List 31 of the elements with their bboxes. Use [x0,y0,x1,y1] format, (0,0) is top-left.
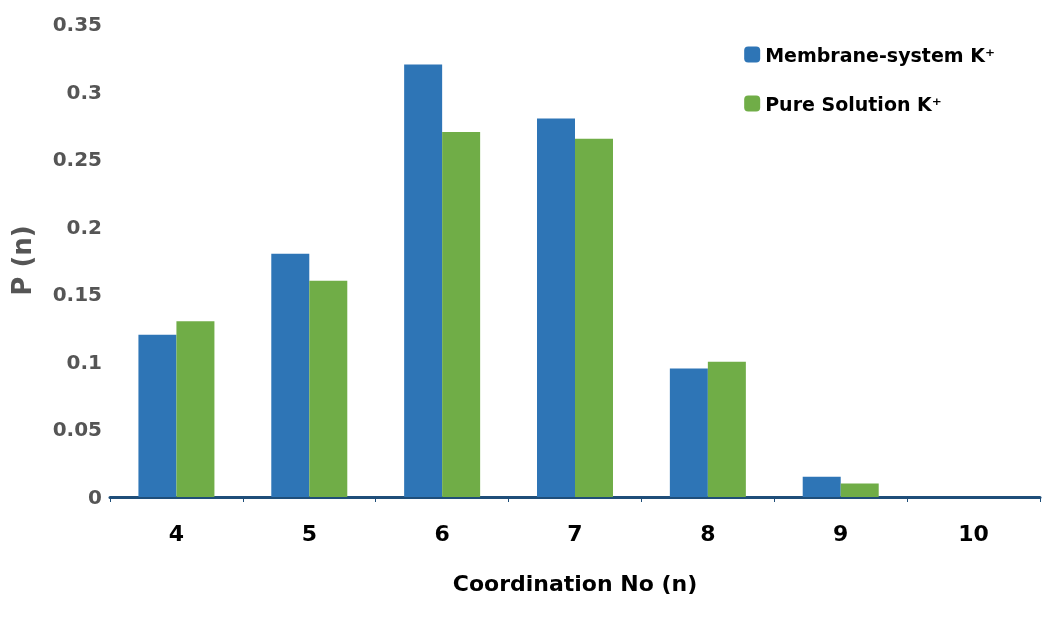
x-tick-label: 5 [301,520,317,546]
bar [138,334,177,497]
bar [669,368,708,497]
bar [271,253,310,497]
bar [537,118,575,497]
x-tick-label: 4 [168,520,185,546]
x-tick-label: 8 [700,520,716,546]
bar [840,483,879,497]
y-tick-label: 0.35 [52,12,102,36]
y-tick-label: 0.3 [66,79,102,104]
y-axis-title: P (n) [7,225,37,296]
x-tick-label: 6 [434,520,450,546]
y-tick-label: 0.05 [52,417,102,442]
x-tick-label: 7 [567,520,583,546]
bar [707,361,746,497]
bar [176,321,215,497]
y-tick-label: 0.1 [66,349,102,374]
bar [309,280,348,497]
x-tick-label: 10 [958,520,989,546]
x-tick-label: 9 [833,520,849,546]
legend-label: Membrane-system K⁺ [765,43,996,66]
x-axis-title: Coordination No (n) [452,570,698,596]
y-tick-label: 0.15 [52,282,102,307]
bar [802,476,841,497]
y-tick-label: 0 [88,485,102,509]
y-tick-label: 0.25 [52,147,102,172]
y-tick-label: 0.2 [66,214,102,239]
bar [442,132,481,497]
bar [575,138,613,497]
bar [404,64,443,497]
legend-label: Pure Solution K⁺ [765,92,942,115]
